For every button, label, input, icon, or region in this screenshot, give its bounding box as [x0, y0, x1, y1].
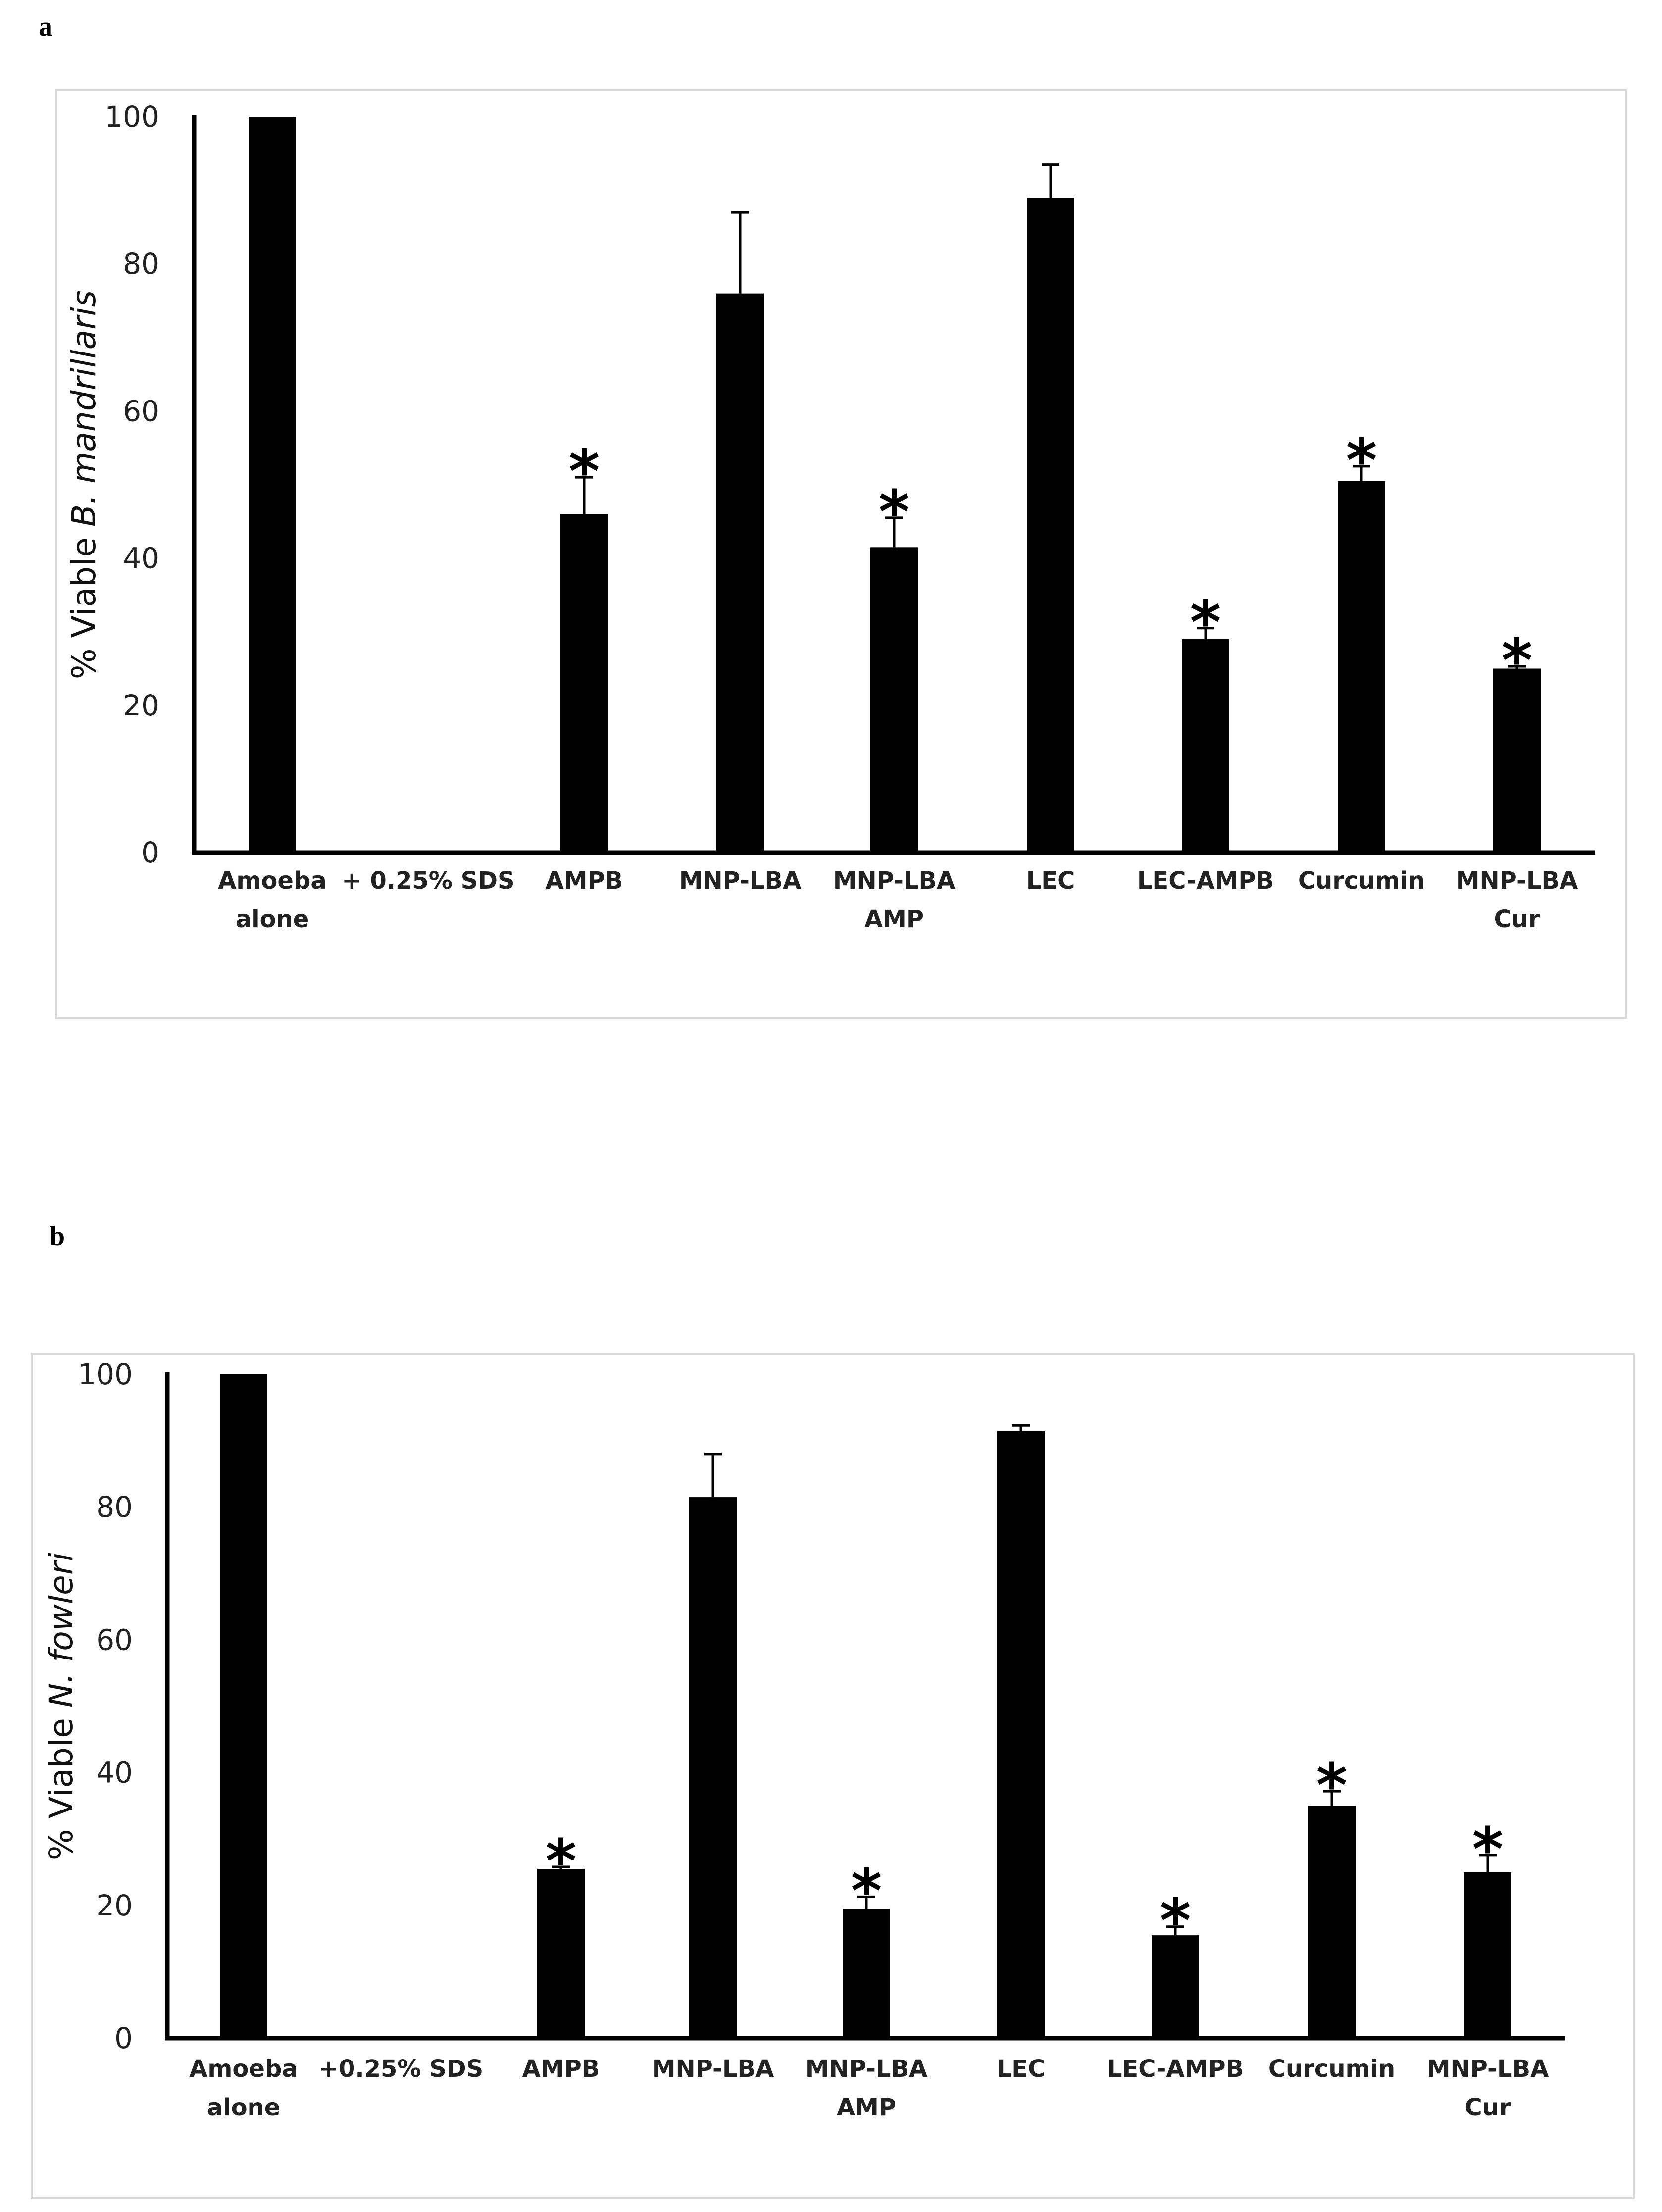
- x-category-label-2-line-0: AMPB: [546, 867, 623, 895]
- significance-star-4: *: [851, 1857, 882, 1926]
- x-category-label-7-line-0: Curcumin: [1268, 2055, 1395, 2083]
- x-category-label-0-line-1: alone: [236, 905, 309, 933]
- bar-4: [843, 1909, 890, 2038]
- x-category-label-2-line-0: AMPB: [522, 2055, 600, 2083]
- panel-label-b: b: [50, 1221, 65, 1252]
- y-tick-label-0: 0: [114, 2021, 133, 2055]
- x-category-label-3-line-0: MNP-LBA: [679, 867, 802, 895]
- chart-a: * * * * * 0 20 40 60 80 100 Amoeba alone + 0.25% SDS A…: [65, 100, 1595, 933]
- x-category-label-4-line-1: AMP: [837, 2094, 896, 2121]
- x-category-label-8-line-0: MNP-LBA: [1456, 867, 1578, 895]
- y-axis-title-species: N. fowleri: [42, 1552, 80, 1708]
- bar-2: [560, 514, 608, 853]
- significance-star-7: *: [1316, 1752, 1348, 1820]
- y-tick-label-80: 80: [96, 1490, 133, 1524]
- x-category-label-4-line-0: MNP-LBA: [806, 2055, 928, 2083]
- y-tick-label-20: 20: [123, 689, 159, 722]
- x-category-label-1-line-0: + 0.25% SDS: [342, 867, 514, 895]
- x-category-label-0-line-0: Amoeba: [218, 867, 326, 895]
- x-category-label-0-line-0: Amoeba: [189, 2055, 298, 2083]
- x-category-label-6-line-0: LEC-AMPB: [1137, 867, 1274, 895]
- bar-7: [1308, 1806, 1356, 2038]
- y-axis-title-species: B. mandrillaris: [65, 290, 103, 527]
- y-tick-label-60: 60: [96, 1623, 133, 1657]
- bar-3: [716, 293, 764, 853]
- y-axis-title: % Viable B. mandrillaris: [65, 290, 103, 679]
- y-tick-label-100: 100: [104, 100, 159, 134]
- bar-6: [1152, 1935, 1199, 2038]
- x-category-label-8-line-0: MNP-LBA: [1427, 2055, 1549, 2083]
- x-category-label-8-line-1: Cur: [1494, 905, 1540, 933]
- significance-star-6: *: [1190, 589, 1221, 657]
- x-category-label-5-line-0: LEC: [997, 2055, 1046, 2083]
- y-tick-label-100: 100: [78, 1357, 133, 1391]
- significance-star-4: *: [879, 478, 910, 547]
- bar-0: [220, 1374, 267, 2038]
- bar-2: [537, 1869, 585, 2038]
- significance-star-2: *: [546, 1827, 577, 1896]
- y-tick-label-0: 0: [141, 836, 159, 869]
- significance-star-6: *: [1160, 1887, 1191, 1956]
- bar-8: [1464, 1872, 1511, 2038]
- bar-5: [997, 1430, 1045, 2038]
- y-tick-label-20: 20: [96, 1889, 133, 1922]
- panel-label-a: a: [39, 11, 52, 42]
- bar-0: [249, 117, 296, 853]
- chart-b: * * * * * 0 20 40 60 80 100 Amoeba alone +0.25% SDS AM…: [42, 1357, 1565, 2121]
- x-category-label-4-line-0: MNP-LBA: [833, 867, 956, 895]
- y-axis-title-prefix: % Viable: [65, 527, 103, 679]
- bar-3: [689, 1497, 737, 2038]
- y-tick-label-40: 40: [123, 542, 159, 575]
- x-category-label-6-line-0: LEC-AMPB: [1107, 2055, 1244, 2083]
- bar-7: [1338, 481, 1385, 853]
- y-axis-title-prefix: % Viable: [42, 1708, 80, 1860]
- y-tick-label-80: 80: [123, 247, 159, 281]
- x-category-label-1-line-0: +0.25% SDS: [319, 2055, 483, 2083]
- y-axis-title: % Viable N. fowleri: [42, 1552, 80, 1860]
- y-tick-label-60: 60: [123, 394, 159, 428]
- significance-star-7: *: [1346, 427, 1377, 496]
- significance-star-8: *: [1502, 627, 1533, 696]
- bar-4: [870, 547, 918, 853]
- x-category-label-0-line-1: alone: [207, 2094, 281, 2121]
- bar-6: [1182, 639, 1229, 853]
- y-tick-label-40: 40: [96, 1756, 133, 1790]
- x-category-label-3-line-0: MNP-LBA: [652, 2055, 774, 2083]
- x-category-label-4-line-1: AMP: [864, 905, 924, 933]
- significance-star-2: *: [569, 438, 600, 506]
- chart-frame-b: [31, 1353, 1635, 2199]
- x-category-label-7-line-0: Curcumin: [1298, 867, 1425, 895]
- significance-star-8: *: [1472, 1815, 1504, 1884]
- bar-5: [1027, 198, 1074, 853]
- x-category-label-5-line-0: LEC: [1026, 867, 1075, 895]
- bar-8: [1493, 668, 1541, 853]
- x-category-label-8-line-1: Cur: [1464, 2094, 1511, 2121]
